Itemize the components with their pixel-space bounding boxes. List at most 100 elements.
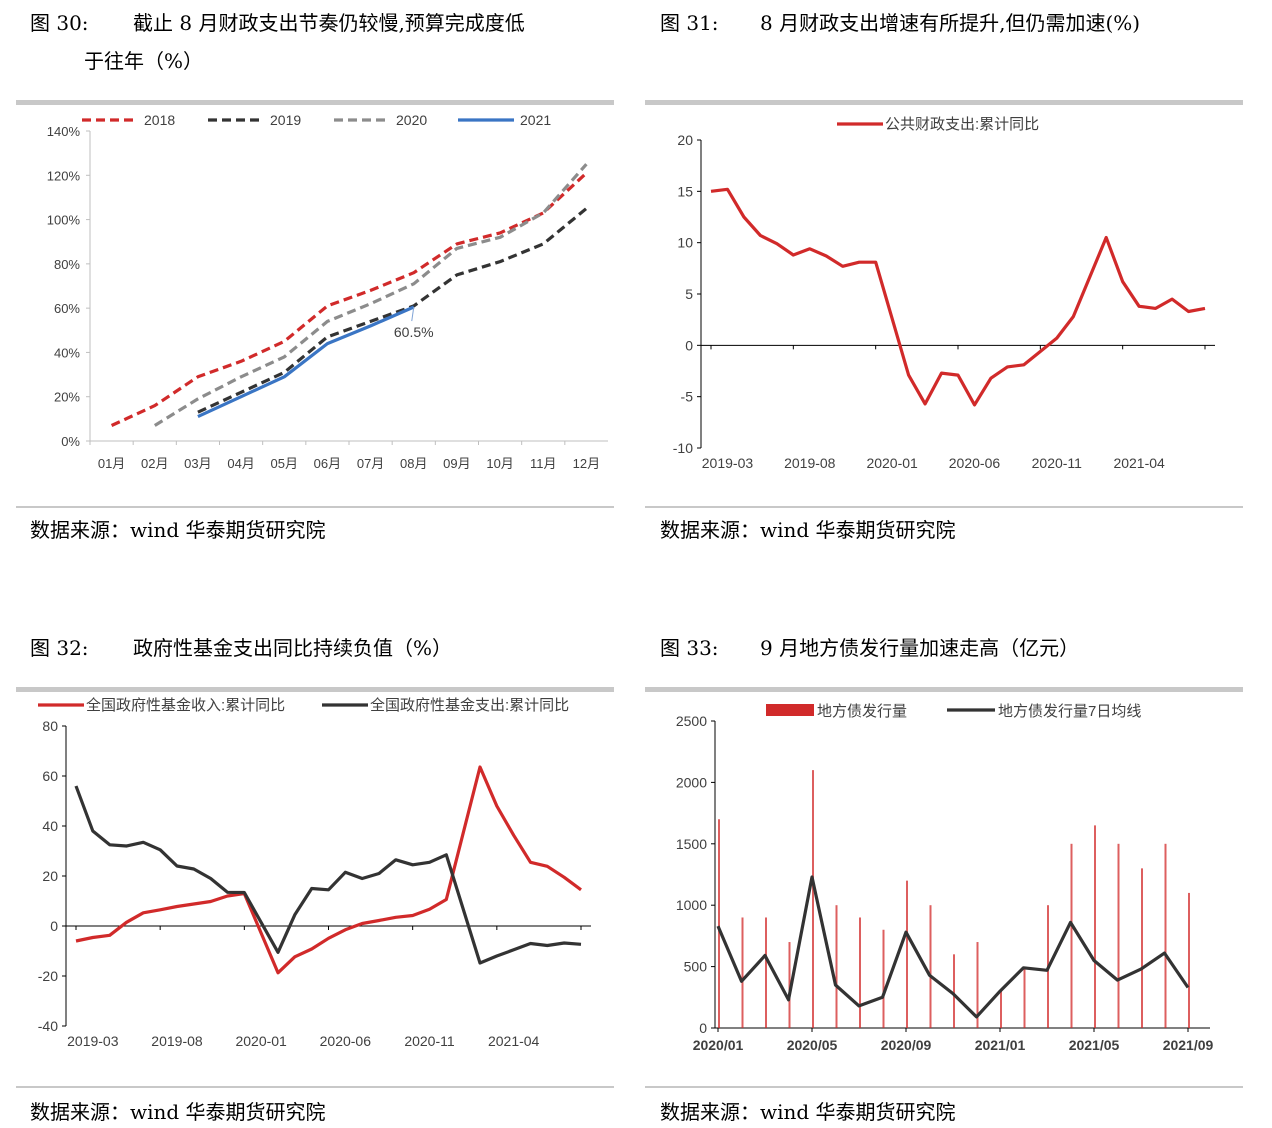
figure-33-title: 9 月地方债发行量加速走高（亿元） [760, 636, 1080, 660]
y-tick-label: 1500 [676, 836, 707, 852]
figure-31-top-rule [645, 100, 1243, 105]
x-tick-label: 2019-03 [702, 455, 754, 471]
bar [929, 905, 932, 1028]
y-tick-label: 120% [47, 168, 81, 183]
y-tick-label: 100% [47, 213, 81, 228]
bar [1164, 843, 1167, 1028]
figure-31-bottom-rule [645, 506, 1243, 508]
series-line-ma7 [716, 875, 1190, 1019]
x-tick-label: 2020-06 [949, 455, 1001, 471]
y-tick-label: 40% [54, 345, 80, 360]
x-tick-label: 03月 [184, 456, 211, 471]
y-tick-label: 2000 [676, 774, 707, 790]
legend-label-1: 公共财政支出:累计同比 [885, 116, 1039, 133]
figure-31-chart: -10 -5 0 5 10 15 20 2019-03 2019-08 2020-01 2020-0… [673, 116, 1215, 471]
bar [976, 942, 979, 1028]
x-tick-label: 2020/09 [881, 1037, 932, 1053]
legend-label-2020: 2020 [396, 112, 427, 128]
bar [765, 917, 767, 1028]
bar [741, 917, 744, 1028]
x-tick-label: 2021/01 [975, 1037, 1026, 1053]
x-tick-label: 2020-11 [404, 1033, 455, 1049]
figure-31-number: 图 31: [660, 11, 719, 35]
y-tick-label: -5 [681, 389, 694, 405]
x-tick-label: 2020/01 [693, 1037, 744, 1053]
annotation-leader [411, 306, 415, 322]
bar [953, 954, 955, 1028]
x-tick-label: 07月 [357, 456, 384, 471]
x-tick-label: 2020-06 [320, 1033, 372, 1049]
figure-32-top-rule [16, 687, 614, 692]
figure-32-chart: -40 -20 0 20 40 60 80 2019-03 2019-08 2020-01 2020… [38, 696, 591, 1049]
series-line-2018 [110, 171, 588, 427]
y-tick-label: 140% [47, 124, 81, 139]
y-tick-label: 0 [699, 1020, 707, 1036]
x-tick-label: 12月 [573, 456, 600, 471]
figure-30-source: 数据来源：wind 华泰期货研究院 [30, 518, 326, 542]
bar [1070, 843, 1073, 1028]
figure-30-title: 截止 8 月财政支出节奏仍较慢,预算完成度低 [133, 11, 525, 35]
bar [859, 917, 861, 1028]
y-tick-label: 15 [677, 183, 693, 199]
x-tick-label: 01月 [98, 456, 125, 471]
legend-label-1: 全国政府性基金收入:累计同比 [86, 696, 285, 714]
series-line-2020 [153, 163, 588, 427]
figure-30-top-rule [16, 100, 614, 105]
y-tick-label: 5 [685, 286, 693, 302]
figure-33-number: 图 33: [660, 636, 719, 660]
figure-32-number: 图 32: [30, 636, 89, 660]
x-tick-label: 2019-08 [784, 455, 836, 471]
y-tick-label: 80% [54, 257, 80, 272]
figure-32-source: 数据来源：wind 华泰期货研究院 [30, 1100, 326, 1124]
legend-label-2021: 2021 [520, 112, 551, 128]
figure-30-bottom-rule [16, 506, 614, 508]
y-tick-label: 60% [54, 301, 80, 316]
y-tick-label: 20 [42, 868, 58, 884]
x-tick-label: 04月 [227, 456, 254, 471]
y-tick-label: 500 [684, 959, 708, 975]
bar [718, 819, 720, 1028]
figure-32-title: 政府性基金支出同比持续负值（%） [133, 636, 453, 660]
x-tick-label: 2019-08 [151, 1033, 203, 1049]
figure-33-top-rule [645, 687, 1243, 692]
bar [1094, 825, 1096, 1028]
bar [835, 905, 838, 1028]
series-line-2021 [197, 305, 415, 419]
bar [1117, 843, 1120, 1028]
annotation-label: 60.5% [394, 324, 434, 340]
legend-label-bars: 地方债发行量 [817, 703, 907, 720]
x-tick-label: 2021-04 [1113, 455, 1165, 471]
series-line-1 [710, 187, 1206, 407]
series-line-2019 [197, 207, 588, 414]
bar [1000, 991, 1002, 1028]
x-tick-label: 06月 [314, 456, 341, 471]
figure-33-source: 数据来源：wind 华泰期货研究院 [660, 1100, 956, 1124]
y-tick-label: -10 [673, 440, 693, 456]
legend-label-2018: 2018 [144, 112, 175, 128]
legend-label-line: 地方债发行量7日均线 [998, 703, 1141, 720]
y-tick-label: 20% [54, 390, 80, 405]
x-tick-label: 09月 [443, 456, 470, 471]
x-tick-label: 10月 [486, 456, 513, 471]
legend-label-2: 全国政府性基金支出:累计同比 [370, 696, 569, 714]
x-tick-label: 2020/05 [787, 1037, 838, 1053]
bar [906, 880, 908, 1028]
y-tick-label: 80 [42, 718, 58, 734]
y-tick-label: 1000 [676, 897, 707, 913]
bar [1141, 868, 1143, 1028]
x-tick-label: 2020-01 [235, 1033, 287, 1049]
series-line-2 [74, 785, 582, 965]
figure-31-source: 数据来源：wind 华泰期货研究院 [660, 518, 956, 542]
x-tick-label: 2019-03 [67, 1033, 119, 1049]
y-tick-label: 2500 [676, 713, 707, 729]
x-tick-label: 11月 [530, 456, 557, 471]
bar [1188, 892, 1190, 1028]
y-tick-label: 0% [61, 434, 80, 449]
y-tick-label: 0 [685, 337, 693, 353]
figure-33-chart: 0 500 1000 1500 2000 2500 2020/01 2020/05 2020/0… [676, 703, 1214, 1053]
y-tick-label: 0 [50, 918, 58, 934]
x-tick-label: 05月 [271, 456, 298, 471]
legend-swatch-bars [766, 704, 814, 716]
legend-label-2019: 2019 [270, 112, 301, 128]
x-tick-label: 2020-11 [1032, 455, 1083, 471]
